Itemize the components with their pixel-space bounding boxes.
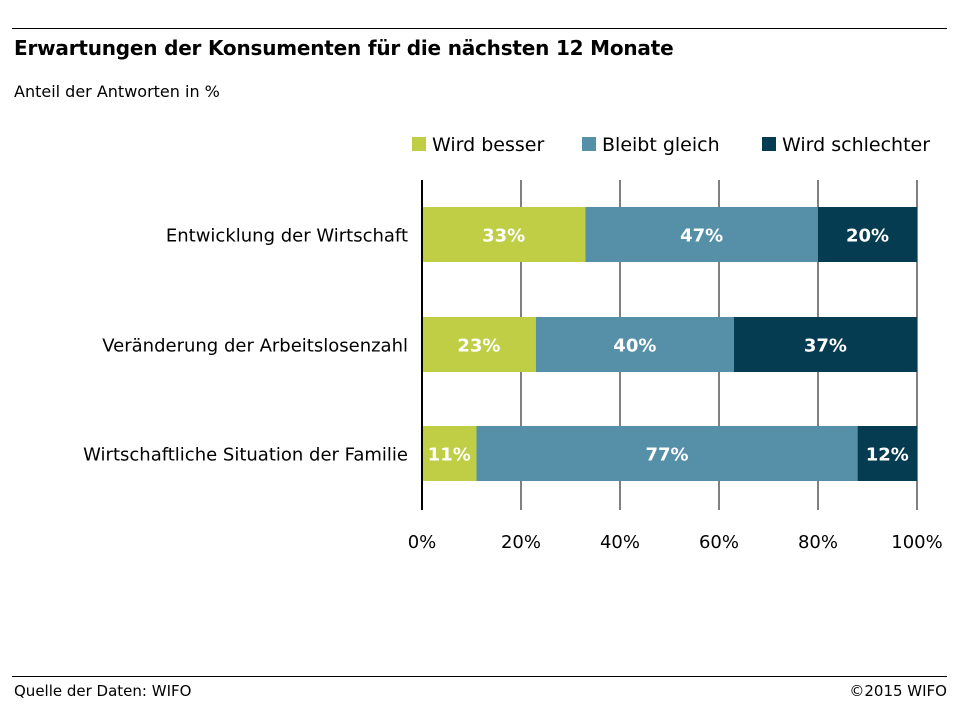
value-label: 20% <box>846 226 889 247</box>
bar-segment <box>422 426 477 481</box>
legend-label: Wird besser <box>432 134 544 156</box>
x-tick-label: 20% <box>501 532 541 553</box>
value-labels: 33% 47% 20% 23% 40% 37% 11% 77% 12% <box>428 226 909 466</box>
bar-segment <box>476 426 858 481</box>
category-label: Entwicklung der Wirtschaft <box>166 226 408 247</box>
chart-subtitle: Anteil der Antworten in % <box>14 82 220 101</box>
value-label: 33% <box>482 226 525 247</box>
x-tick-label: 100% <box>891 532 942 553</box>
value-label: 37% <box>804 336 847 357</box>
legend: Wird besser Bleibt gleich Wird schlechter <box>412 134 930 156</box>
legend-label: Wird schlechter <box>782 134 930 156</box>
bar-segment <box>422 317 536 372</box>
value-label: 12% <box>866 445 909 466</box>
legend-label: Bleibt gleich <box>602 134 720 156</box>
category-label: Wirtschaftliche Situation der Familie <box>83 445 408 466</box>
category-labels: Entwicklung der Wirtschaft Veränderung de… <box>83 226 408 466</box>
x-tick-label: 80% <box>798 532 838 553</box>
value-label: 40% <box>613 336 656 357</box>
x-tick-labels: 0% 20% 40% 60% 80% 100% <box>408 532 943 553</box>
bar-segment <box>585 207 818 262</box>
bar-segment <box>535 317 734 372</box>
chart-title: Erwartungen der Konsumenten für die näch… <box>14 36 674 60</box>
source-note: Quelle der Daten: WIFO <box>14 682 192 700</box>
x-tick-label: 0% <box>408 532 437 553</box>
value-label: 77% <box>645 445 688 466</box>
category-label: Veränderung der Arbeitslosenzahl <box>102 336 408 357</box>
legend-swatch <box>762 137 776 151</box>
value-label: 47% <box>680 226 723 247</box>
bar-segment <box>733 317 917 372</box>
bar-segment <box>857 426 917 481</box>
x-tick-label: 40% <box>600 532 640 553</box>
legend-swatch <box>412 137 426 151</box>
bars <box>422 207 917 481</box>
x-tick-label: 60% <box>699 532 739 553</box>
top-rule <box>12 28 947 29</box>
value-label: 11% <box>428 445 471 466</box>
bottom-rule <box>12 676 947 677</box>
bar-segment <box>422 207 586 262</box>
copyright-note: ©2015 WIFO <box>849 682 947 700</box>
value-label: 23% <box>457 336 500 357</box>
legend-swatch <box>582 137 596 151</box>
bar-segment <box>818 207 917 262</box>
